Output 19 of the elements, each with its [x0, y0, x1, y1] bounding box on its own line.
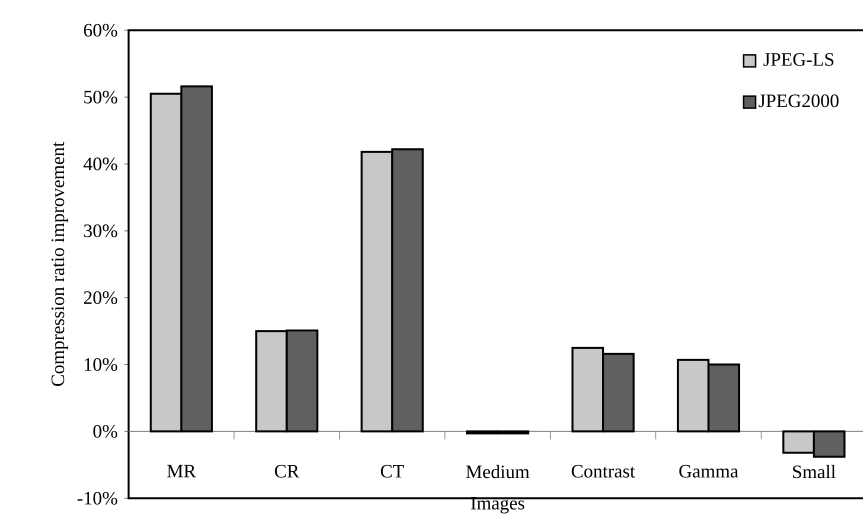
y-tick-label: -10%: [78, 492, 118, 505]
x-tick-label: CR: [274, 464, 300, 478]
y-tick-label: 0%: [93, 424, 118, 438]
y-tick-label: 30%: [84, 224, 118, 238]
x-tick-label: Gamma: [679, 464, 738, 478]
legend-label: JPEG2000: [758, 94, 839, 108]
legend-label: JPEG-LS: [763, 53, 834, 66]
y-tick-label: 60%: [84, 24, 118, 37]
y-tick-label: 10%: [84, 358, 118, 371]
x-tick-label: Contrast: [572, 464, 636, 478]
x-tick-label: Small: [793, 464, 836, 478]
y-tick-label: 20%: [84, 291, 118, 304]
x-tick-label: MR: [167, 464, 196, 478]
x-tick-label: Medium: [466, 464, 530, 478]
x-axis-title: Images: [470, 497, 524, 514]
x-tick-label: CT: [380, 464, 404, 478]
y-tick-label: 40%: [84, 158, 118, 170]
y-tick-label: 50%: [84, 90, 118, 104]
y-axis-title: Compression ratio improvement: [51, 142, 68, 386]
